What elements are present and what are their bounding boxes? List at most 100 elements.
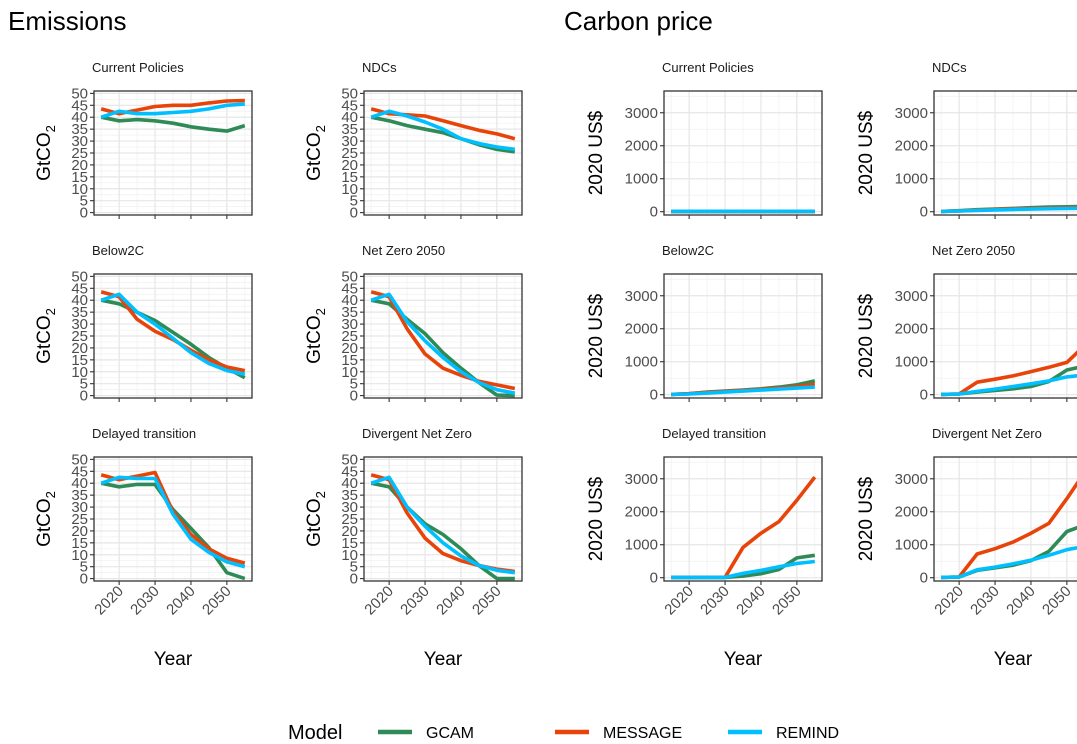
series-lines [100, 290, 246, 380]
panel-title: NDCs [362, 60, 397, 75]
x-axis-title: Year [994, 649, 1033, 670]
panel-title: Net Zero 2050 [362, 243, 445, 258]
x-tick-label: 2020 [361, 583, 397, 619]
panel-title: Divergent Net Zero [362, 426, 472, 441]
legend: Model GCAM MESSAGE REMIND [288, 722, 839, 744]
y-axis-title: GtCO2 [304, 491, 328, 547]
y-axis-title: 2020 US$ [586, 110, 607, 195]
plot-background [934, 457, 1077, 581]
y-tick-label: 45 [341, 97, 358, 114]
panel-title: Divergent Net Zero [932, 426, 1042, 441]
legend-label: REMIND [776, 725, 839, 742]
minor-gridlines [934, 91, 1077, 215]
y-tick-label: 50 [71, 85, 88, 102]
y-tick-label: 0 [650, 204, 658, 221]
x-tick-label: 2030 [397, 583, 433, 619]
series-lines [100, 98, 246, 133]
series-lines [671, 379, 816, 397]
major-gridlines [664, 274, 822, 398]
y-tick-label: 50 [71, 268, 88, 285]
major-gridlines [364, 91, 522, 215]
y-tick-label: 45 [71, 280, 88, 297]
y-tick-label: 3000 [625, 105, 658, 122]
y-tick-label: 0 [920, 387, 928, 404]
y-tick-label: 5 [80, 376, 88, 393]
y-tick-label: 10 [341, 364, 358, 381]
series-lines [941, 204, 1077, 214]
y-tick-label: 0 [80, 205, 88, 222]
y-tick-label: 5 [80, 193, 88, 210]
y-tick-label: 50 [341, 268, 358, 285]
y-tick-label: 50 [71, 451, 88, 468]
panel-title: Current Policies [662, 60, 754, 75]
panel-border [663, 90, 823, 216]
y-axis-title: GtCO2 [34, 308, 58, 364]
y-tick-label: 40 [71, 475, 88, 492]
y-tick-label: 35 [341, 304, 358, 321]
y-axis-title: 2020 US$ [586, 476, 607, 561]
y-axis-title: GtCO2 [304, 125, 328, 181]
y-axis-title: GtCO2 [304, 308, 328, 364]
y-tick-label: 1000 [625, 171, 658, 188]
y-axis-title: 2020 US$ [586, 293, 607, 378]
y-tick-label: 35 [71, 487, 88, 504]
y-tick-label: 30 [341, 133, 358, 150]
y-tick-label: 25 [341, 145, 358, 162]
y-tick-label: 25 [71, 511, 88, 528]
y-tick-label: 20 [341, 523, 358, 540]
series-line-gcam [370, 115, 516, 154]
y-tick-label: 10 [341, 181, 358, 198]
panel-carbon-price-ndcs: NDCs 0 1000 2000 3000 2020 US$ [856, 60, 1077, 221]
y-tick-label: 45 [341, 280, 358, 297]
major-gridlines [94, 457, 252, 581]
y-axis-title: 2020 US$ [856, 293, 877, 378]
y-tick-label: 0 [920, 570, 928, 587]
series-line-remind [671, 559, 815, 580]
panel-title: Delayed transition [662, 426, 766, 441]
x-axis-title: Year [424, 649, 463, 670]
y-tick-label: 2000 [895, 138, 928, 155]
y-tick-label: 20 [341, 157, 358, 174]
y-tick-label: 35 [71, 304, 88, 321]
x-tick-label: 2030 [967, 583, 1003, 619]
legend-item-message: MESSAGE [555, 725, 682, 742]
x-tick-label: 2040 [733, 583, 769, 619]
series-lines [370, 107, 516, 154]
major-gridlines [364, 274, 522, 398]
y-tick-label: 25 [341, 328, 358, 345]
panel-carbon-price-below2c: Below2C 0 1000 2000 3000 2020 US$ [586, 243, 823, 404]
x-tick-label: 2050 [769, 583, 805, 619]
y-tick-label: 30 [71, 133, 88, 150]
y-tick-label: 40 [71, 292, 88, 309]
major-gridlines [94, 274, 252, 398]
y-axis-title: GtCO2 [34, 491, 58, 547]
legend-label: GCAM [426, 725, 474, 742]
y-tick-label: 3000 [625, 471, 658, 488]
y-tick-label: 20 [341, 340, 358, 357]
y-tick-label: 10 [71, 364, 88, 381]
legend-label: MESSAGE [603, 725, 682, 742]
x-axis-title: Year [154, 649, 193, 670]
y-tick-label: 1000 [895, 537, 928, 554]
minor-gridlines [664, 91, 822, 215]
emissions-section-title: Emissions [8, 6, 126, 36]
y-tick-label: 3000 [895, 471, 928, 488]
y-tick-label: 2000 [625, 138, 658, 155]
y-tick-label: 3000 [895, 288, 928, 305]
y-tick-label: 10 [341, 547, 358, 564]
panel-border [933, 273, 1077, 399]
minor-gridlines [934, 457, 1077, 581]
y-tick-label: 3000 [895, 105, 928, 122]
y-tick-label: 15 [341, 169, 358, 186]
y-tick-label: 2000 [625, 504, 658, 521]
minor-gridlines [664, 457, 822, 581]
y-tick-label: 0 [80, 571, 88, 588]
x-tick-label: 2050 [199, 583, 235, 619]
series-lines [941, 480, 1077, 580]
series-line-remind [941, 373, 1077, 397]
